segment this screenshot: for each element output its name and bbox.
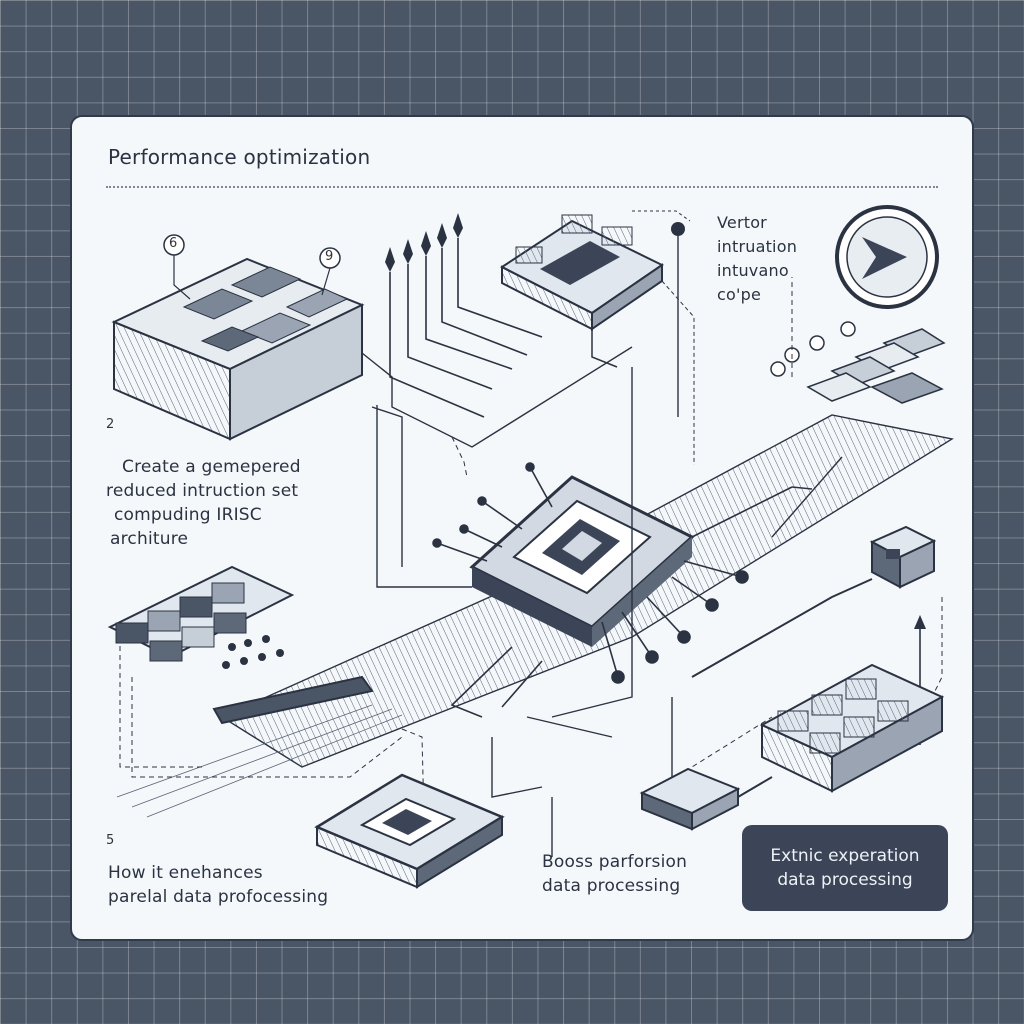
left-description-line-3: compuding IRISC — [114, 505, 262, 525]
vector-line-1: Vertor — [717, 213, 767, 232]
callout-line-1: Extnic experation — [770, 846, 920, 866]
memory-bank-icon — [759, 663, 945, 793]
vector-line-2: intruation — [717, 237, 798, 256]
left-description: Create a gemepered reduced intruction se… — [106, 455, 301, 551]
vector-line-3: intuvano — [717, 261, 789, 280]
vector-description: Vertor intruation intuvano co'pe — [717, 211, 797, 307]
step-5-label: 5 — [106, 833, 115, 848]
bottom-mid-description: Booss parforsion data processing — [542, 850, 687, 898]
page-title: Performance optimization — [108, 145, 371, 169]
left-description-line-1: Create a gemepered — [122, 457, 301, 477]
processor-socket-icon — [314, 773, 505, 889]
title-divider — [106, 186, 938, 188]
vector-line-4: co'pe — [717, 285, 761, 304]
server-stack-icon — [111, 257, 365, 441]
sensor-pins-icon — [770, 321, 946, 404]
bottom-left-line-1: How it enehances — [108, 863, 263, 883]
bottom-mid-line-1: Booss parforsion — [542, 852, 688, 872]
bottom-left-description: How it enehances parelal data profocessi… — [108, 861, 328, 909]
left-description-line-4: architure — [110, 529, 189, 549]
left-description-line-2: reduced intruction set — [106, 481, 299, 501]
connector-box-icon — [691, 525, 937, 678]
small-module-icon — [639, 767, 773, 831]
diagram-panel: Performance optimization 6 9 2 5 Create … — [70, 115, 974, 941]
step-2-label: 2 — [106, 417, 115, 432]
callout-box: Extnic experation data processing — [742, 825, 948, 911]
memory-module-icon — [500, 214, 664, 331]
clock-icon — [835, 205, 939, 309]
bottom-left-line-2: parelal data profocessing — [108, 887, 329, 907]
marker-a-label: 6 — [169, 236, 178, 251]
marker-b-label: 9 — [325, 249, 334, 264]
connector-pin-icon — [385, 213, 463, 272]
cpu-chip-icon — [469, 475, 695, 647]
callout-line-2: data processing — [777, 870, 913, 890]
bottom-mid-line-2: data processing — [542, 876, 681, 896]
diagram-artwork — [107, 205, 954, 889]
memory-chips-left — [107, 565, 295, 662]
